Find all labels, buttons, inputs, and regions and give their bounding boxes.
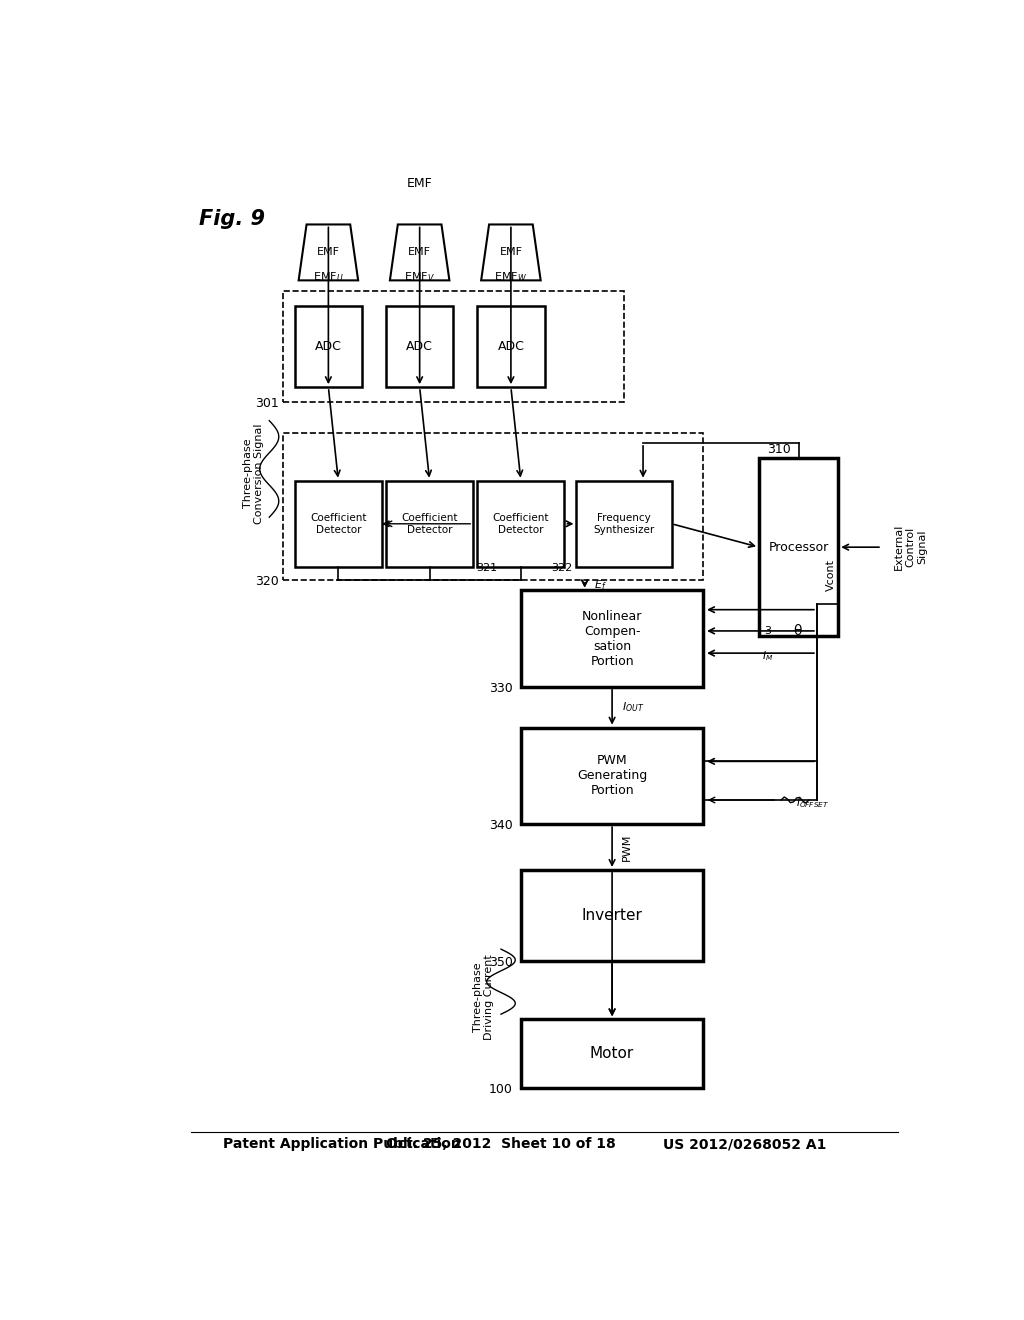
Text: EMF$_U$: EMF$_U$ — [313, 271, 344, 284]
Text: Oct. 25, 2012  Sheet 10 of 18: Oct. 25, 2012 Sheet 10 of 18 — [386, 1138, 615, 1151]
Text: Three-phase
Driving Current: Three-phase Driving Current — [473, 954, 495, 1040]
Text: ADC: ADC — [315, 341, 342, 352]
Text: 301: 301 — [255, 397, 279, 411]
Text: Fig. 9: Fig. 9 — [200, 210, 265, 230]
Text: θ: θ — [793, 624, 801, 639]
Text: 3: 3 — [764, 627, 771, 636]
Text: Motor: Motor — [590, 1047, 634, 1061]
Polygon shape — [299, 224, 358, 280]
Text: Frequency
Synthesizer: Frequency Synthesizer — [593, 513, 654, 535]
Text: ADC: ADC — [498, 341, 524, 352]
Text: $I_{OUT}$: $I_{OUT}$ — [622, 701, 644, 714]
Text: External
Control
Signal: External Control Signal — [894, 524, 927, 570]
Polygon shape — [390, 224, 450, 280]
Bar — [477, 480, 564, 568]
Text: EMF$_V$: EMF$_V$ — [404, 271, 435, 284]
Text: Coefficient
Detector: Coefficient Detector — [401, 513, 458, 535]
Bar — [759, 458, 839, 636]
Bar — [295, 480, 382, 568]
Text: 320: 320 — [255, 576, 279, 589]
Text: 100: 100 — [489, 1084, 513, 1097]
Bar — [521, 1019, 703, 1089]
Text: Vcont: Vcont — [826, 560, 837, 591]
Text: EMF: EMF — [407, 177, 432, 190]
Text: 330: 330 — [489, 682, 513, 694]
Bar — [386, 480, 473, 568]
Bar — [521, 727, 703, 824]
Bar — [295, 306, 362, 387]
Bar — [386, 306, 454, 387]
Text: 322: 322 — [551, 562, 572, 573]
Bar — [283, 290, 624, 403]
Text: Inverter: Inverter — [582, 908, 642, 923]
Text: Three-phase
Conversion Signal: Three-phase Conversion Signal — [243, 424, 264, 524]
Text: $I_{OFFSET}$: $I_{OFFSET}$ — [797, 796, 829, 810]
Bar — [521, 590, 703, 686]
Text: Processor: Processor — [768, 541, 828, 553]
Text: ADC: ADC — [407, 341, 433, 352]
Text: Nonlinear
Compen-
sation
Portion: Nonlinear Compen- sation Portion — [582, 610, 642, 668]
Text: $I_M$: $I_M$ — [763, 649, 773, 663]
Text: Patent Application Publication: Patent Application Publication — [223, 1138, 461, 1151]
Text: 350: 350 — [489, 956, 513, 969]
Text: PWM: PWM — [622, 833, 632, 861]
Text: PWM
Generating
Portion: PWM Generating Portion — [577, 754, 647, 797]
Text: EMF: EMF — [316, 247, 340, 257]
Text: 340: 340 — [489, 818, 513, 832]
Text: 321: 321 — [476, 562, 498, 573]
Text: EMF: EMF — [409, 247, 431, 257]
Bar — [577, 480, 672, 568]
Text: EMF: EMF — [500, 247, 522, 257]
Polygon shape — [481, 224, 541, 280]
Text: US 2012/0268052 A1: US 2012/0268052 A1 — [663, 1138, 826, 1151]
Text: 310: 310 — [767, 444, 791, 455]
Text: Coefficient
Detector: Coefficient Detector — [310, 513, 367, 535]
Text: EMF$_W$: EMF$_W$ — [495, 271, 527, 284]
Bar — [521, 870, 703, 961]
Text: Coefficient
Detector: Coefficient Detector — [493, 513, 549, 535]
Text: $E_f$: $E_f$ — [594, 578, 607, 593]
Bar — [283, 433, 703, 581]
Bar — [477, 306, 545, 387]
